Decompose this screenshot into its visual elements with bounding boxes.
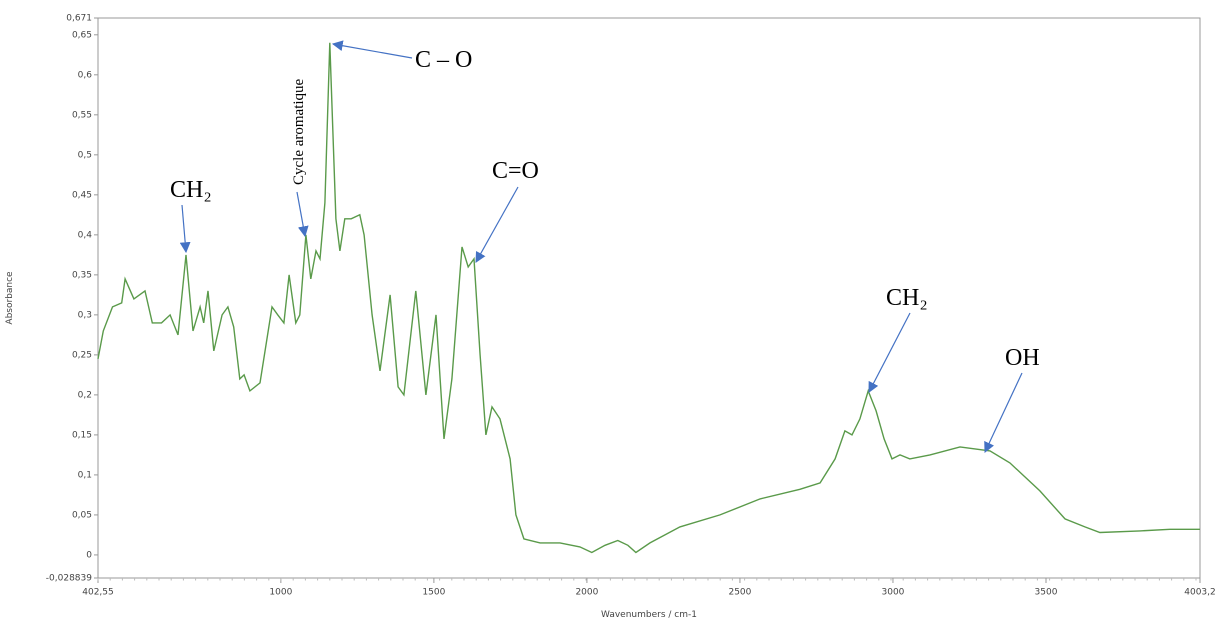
annotation-arrow [296, 191, 309, 238]
y-tick-label: 0,15 [72, 430, 92, 440]
y-tick-label: 0,3 [78, 310, 92, 320]
y-tick-label: 0,671 [66, 14, 92, 24]
y-tick-label: 0,35 [72, 270, 92, 280]
annotation: CH₂ [170, 177, 212, 203]
y-tick-label: 0,65 [72, 30, 92, 40]
x-tick-label: 4003,2 [1184, 588, 1216, 598]
spectrum-line [97, 42, 1200, 554]
x-tick-label: 3000 [882, 588, 905, 598]
x-tick-label: 2500 [728, 588, 751, 598]
y-tick-label: 0,2 [78, 390, 92, 400]
annotation-arrow [984, 372, 1023, 453]
annotation-arrow [331, 40, 413, 59]
y-tick-label: 0,5 [78, 150, 92, 160]
y-axis-title: Absorbance [5, 271, 15, 325]
annotation: CH₂ [886, 285, 928, 311]
y-tick-label: 0,6 [78, 70, 93, 80]
annotation-arrow [475, 186, 519, 263]
x-tick-label: 1500 [422, 588, 445, 598]
y-tick-label: 0,25 [72, 350, 92, 360]
y-tick-label: 0,1 [78, 470, 92, 480]
annotation: C – O [415, 47, 472, 73]
y-tick-label: 0,05 [72, 510, 92, 520]
x-axis-title: Wavenumbers / cm-1 [601, 610, 697, 620]
x-tick-label: 2000 [575, 588, 598, 598]
annotation: OH [1005, 345, 1040, 371]
x-tick-label: 3500 [1035, 588, 1058, 598]
y-tick-label: 0,45 [72, 190, 92, 200]
x-tick-label: 1000 [269, 588, 292, 598]
y-tick-label: 0,4 [78, 230, 93, 240]
y-tick-label: 0,55 [72, 110, 92, 120]
plot-frame [97, 17, 1201, 579]
y-tick-label: 0 [86, 550, 92, 560]
annotation-arrow [179, 204, 191, 254]
x-tick-label: 402,55 [82, 588, 114, 598]
annotation: Cycle aromatique [291, 78, 307, 185]
annotation: C=O [492, 158, 539, 184]
annotation-arrow [868, 312, 911, 393]
y-tick-label: -0,028839 [46, 574, 92, 584]
